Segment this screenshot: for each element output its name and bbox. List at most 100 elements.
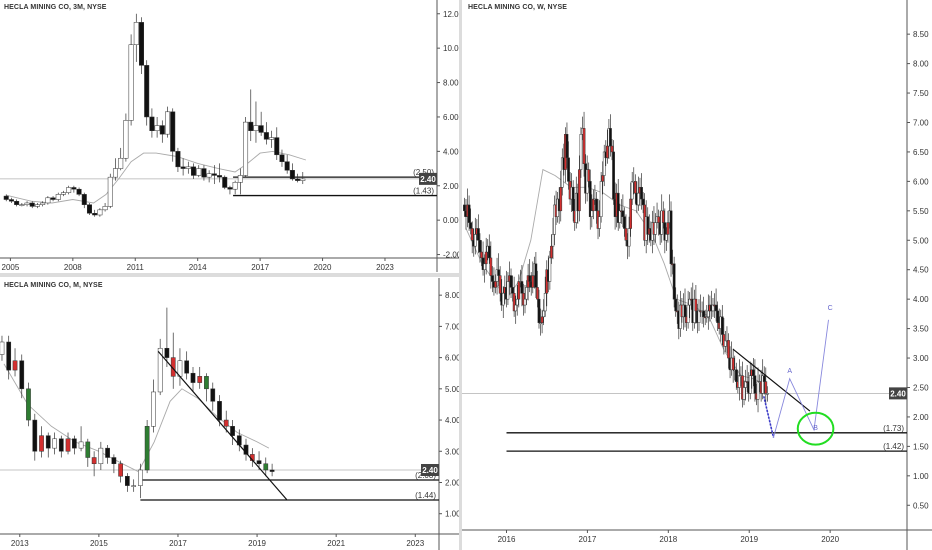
candle-body bbox=[211, 173, 217, 176]
candle-body bbox=[263, 463, 269, 471]
candle-body bbox=[551, 234, 555, 247]
last-price-label: 2.40 bbox=[422, 466, 438, 475]
candle-body bbox=[609, 128, 612, 147]
candle-body bbox=[223, 419, 229, 427]
y-tick-label: 8.00 bbox=[913, 60, 929, 69]
y-tick-label: 2.00 bbox=[913, 413, 929, 422]
chart-monthly-panel[interactable]: HECLA MINING CO, M, NYSE 8.00 7.00 6.00 5.0… bbox=[0, 278, 459, 550]
y-tick-label: 4.00 bbox=[445, 416, 459, 425]
chart-weekly-panel[interactable]: HECLA MINING CO, W, NYSE 8.50 8.00 7.50 7.0… bbox=[462, 0, 932, 550]
candle-body bbox=[29, 202, 35, 207]
candle-body bbox=[289, 170, 295, 180]
candle-body bbox=[766, 393, 769, 395]
y-tick-label: 5.00 bbox=[445, 385, 459, 394]
panel-divider-vertical[interactable] bbox=[459, 0, 462, 550]
chart-canvas[interactable]: 8.50 8.00 7.50 7.00 6.50 6.00 5.50 5.00 4.50 4.00… bbox=[462, 0, 932, 550]
x-tick-label: 2023 bbox=[406, 539, 424, 548]
panel-divider-horizontal[interactable] bbox=[0, 273, 459, 277]
candle-body bbox=[78, 441, 84, 449]
y-tick-label: 3.50 bbox=[913, 325, 929, 334]
projection-leg-highlight bbox=[763, 396, 775, 438]
y-tick-label: 2.50 bbox=[913, 383, 929, 392]
candle-body bbox=[706, 310, 710, 318]
candle-body bbox=[256, 460, 262, 465]
candle-body bbox=[50, 197, 56, 200]
candle-body bbox=[201, 168, 207, 178]
y-tick-label: 1.50 bbox=[913, 442, 929, 451]
x-tick-label: 2015 bbox=[90, 539, 108, 548]
candle-body bbox=[191, 166, 197, 176]
candle-body bbox=[694, 298, 698, 312]
candle-body bbox=[501, 293, 505, 306]
level-label: (1.73) bbox=[883, 424, 904, 433]
candle-body bbox=[525, 287, 528, 300]
candle-body bbox=[674, 298, 678, 312]
wave-label: B bbox=[813, 425, 818, 432]
chart-title: HECLA MINING CO, W, NYSE bbox=[468, 4, 567, 11]
candle-body bbox=[548, 257, 552, 282]
candle-body bbox=[473, 234, 477, 247]
candle-body bbox=[666, 222, 670, 235]
chart-canvas[interactable]: 12.00 10.00 8.00 6.00 4.00 2.00 0.00 -2.00 2005 2… bbox=[0, 0, 459, 272]
candle-body bbox=[204, 376, 209, 390]
candle-body bbox=[590, 210, 594, 217]
y-tick-label: 4.00 bbox=[443, 147, 459, 156]
candle-body bbox=[663, 222, 667, 241]
chart-canvas[interactable]: 8.00 7.00 6.00 5.00 4.00 3.00 2.00 1.00 2013 2015… bbox=[0, 278, 459, 550]
candle-body bbox=[497, 269, 500, 276]
candle-body bbox=[85, 441, 91, 458]
candle-body bbox=[86, 204, 92, 214]
candle-body bbox=[601, 175, 605, 182]
candle-body bbox=[105, 447, 110, 458]
candle-body bbox=[621, 210, 625, 217]
y-tick-label: 3.00 bbox=[913, 354, 929, 363]
y-tick-label: 5.50 bbox=[913, 207, 929, 216]
candle-body bbox=[637, 192, 640, 206]
candle-body bbox=[705, 316, 709, 319]
candle-body bbox=[627, 228, 631, 247]
candle-body bbox=[151, 391, 156, 427]
candle-body bbox=[618, 210, 622, 223]
candle-body bbox=[498, 275, 502, 294]
chart-title: HECLA MINING CO, 3M, NYSE bbox=[4, 4, 107, 11]
candle-body bbox=[232, 182, 238, 190]
chart-title: HECLA MINING CO, M, NYSE bbox=[4, 282, 103, 289]
candle-body bbox=[633, 181, 637, 194]
candle-body bbox=[253, 125, 259, 131]
candle-body bbox=[269, 469, 275, 472]
candle-body bbox=[523, 298, 527, 306]
candle-body bbox=[553, 204, 556, 235]
x-tick-label: 2013 bbox=[11, 539, 29, 548]
x-tick-label: 2017 bbox=[579, 535, 597, 544]
candle-body bbox=[512, 293, 516, 312]
candle-body bbox=[123, 120, 129, 159]
candle-body bbox=[144, 65, 150, 118]
chart-3m-panel[interactable]: HECLA MINING CO, 3M, NYSE 12.00 10.00 8.00… bbox=[0, 0, 459, 272]
candle-body bbox=[595, 198, 598, 212]
candle-body bbox=[711, 304, 715, 312]
candle-body bbox=[528, 275, 532, 282]
candle-body bbox=[734, 369, 738, 382]
candle-body bbox=[159, 125, 165, 135]
candle-body bbox=[118, 157, 124, 169]
x-tick-label: 2018 bbox=[659, 535, 677, 544]
candle-body bbox=[753, 375, 757, 394]
candle-body bbox=[40, 202, 46, 205]
candle-body bbox=[55, 194, 61, 200]
y-tick-label: 8.00 bbox=[443, 79, 459, 88]
projection-path bbox=[763, 319, 829, 438]
candle-body bbox=[196, 168, 202, 176]
candle-body bbox=[149, 116, 155, 131]
candle-body bbox=[71, 187, 77, 190]
candle-body bbox=[610, 145, 614, 153]
y-tick-label: 6.00 bbox=[913, 177, 929, 186]
candle-body bbox=[463, 204, 466, 212]
trendline bbox=[732, 348, 811, 412]
candle-body bbox=[180, 166, 186, 169]
candle-body bbox=[58, 438, 64, 452]
candle-body bbox=[742, 387, 746, 400]
x-tick-label: 2014 bbox=[189, 263, 207, 272]
candle-body bbox=[243, 121, 249, 176]
last-price-tag bbox=[419, 172, 437, 185]
candle-body bbox=[669, 210, 673, 265]
